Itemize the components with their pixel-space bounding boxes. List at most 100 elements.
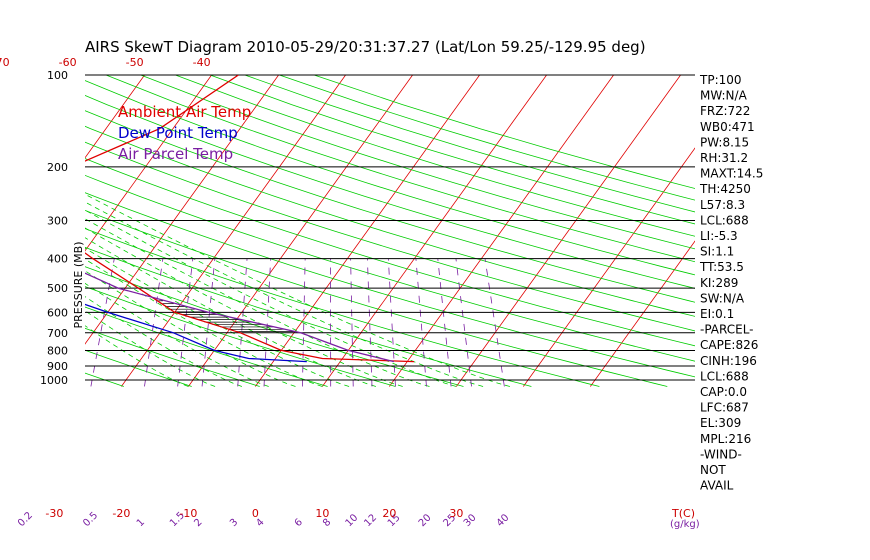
- index-entry: -WIND-: [700, 447, 742, 461]
- moist-adiabat-line: [85, 247, 350, 387]
- index-entry: CAPE:826: [700, 338, 758, 352]
- index-entry: MPL:216: [700, 432, 751, 446]
- mixing-ratio-tick-label: 12: [362, 512, 379, 529]
- dry-adiabat-line: [85, 110, 695, 303]
- dry-adiabat-line: [85, 158, 695, 347]
- moist-adiabat-line: [85, 310, 216, 387]
- isotherm-line: [85, 75, 145, 159]
- mixing-ratio-line: [455, 258, 472, 387]
- index-entry: RH:31.2: [700, 151, 748, 165]
- bottom-temp-tick-label: -20: [112, 507, 130, 520]
- pressure-tick-label: 1000: [40, 374, 68, 387]
- index-entry: FRZ:722: [700, 104, 750, 118]
- dry-adiabat-line: [140, 75, 695, 250]
- dry-adiabat-line: [85, 192, 695, 378]
- index-entry: WB0:471: [700, 120, 755, 134]
- dry-adiabat-line: [175, 75, 695, 237]
- index-entry: EL:309: [700, 416, 741, 430]
- moist-adiabat-line: [85, 296, 243, 387]
- legend-entry-ambient: Ambient Air Temp: [118, 103, 251, 121]
- pressure-tick-label: 400: [47, 253, 68, 266]
- pressure-tick-label: 300: [47, 215, 68, 228]
- bottom-temp-tick-label: -10: [179, 507, 197, 520]
- isotherm-line: [456, 75, 681, 387]
- pressure-tick-label: 900: [47, 360, 68, 373]
- index-entry: LFC:687: [700, 401, 749, 415]
- legend: Ambient Air Temp Dew Point Temp Air Parc…: [118, 103, 251, 163]
- isotherm-line: [121, 75, 346, 387]
- top-temp-tick-label: -50: [126, 56, 144, 69]
- top-temp-tick-label: -60: [59, 56, 77, 69]
- isotherm-line: [590, 240, 695, 387]
- index-entry: KI:289: [700, 276, 738, 290]
- index-entry: SW:N/A: [700, 291, 745, 305]
- ambient-air-temp-line: [85, 75, 415, 363]
- mixing-ratio-tick-label: 3: [228, 517, 240, 529]
- mixing-ratio-tick-label: 20: [417, 512, 434, 529]
- bottom-temp-tick-label: 10: [315, 507, 329, 520]
- mixing-ratio-line: [177, 258, 194, 387]
- mixing-ratio-line: [263, 258, 272, 387]
- mixing-ratio-tick-label: 1: [135, 517, 147, 529]
- isotherm-line: [188, 75, 413, 387]
- mixing-ratio-line: [437, 258, 452, 387]
- index-entry: CINH:196: [700, 354, 757, 368]
- grid-layer: [0, 75, 695, 387]
- mixing-ratio-line: [387, 258, 396, 387]
- dry-adiabat-line: [85, 327, 260, 387]
- moist-adiabat-line: [85, 258, 323, 387]
- bottom-temp-tick-label: 0: [252, 507, 259, 520]
- air-parcel-temp-line: [85, 272, 395, 363]
- isotherm-line: [85, 75, 279, 345]
- isotherm-line: [255, 75, 480, 387]
- moist-adiabat-line: [85, 209, 457, 387]
- index-entry: LI:-5.3: [700, 229, 738, 243]
- isotherm-line: [322, 75, 547, 387]
- index-entry: L57:8.3: [700, 198, 745, 212]
- index-entry: MAXT:14.5: [700, 167, 763, 181]
- pressure-tick-label: 700: [47, 327, 68, 340]
- isotherm-line: [85, 75, 212, 252]
- pressure-tick-label: 100: [47, 69, 68, 82]
- isotherm-line: [523, 147, 695, 387]
- dry-adiabat-line: [85, 94, 695, 289]
- moist-adiabat-line: [85, 218, 430, 387]
- mixing-ratio-tick-label: 40: [495, 512, 512, 529]
- index-entry: NOT: [700, 463, 726, 477]
- index-entry: MW:N/A: [700, 89, 748, 103]
- moist-adiabat-line: [85, 325, 189, 387]
- mixing-ratio-tick-label: 30: [462, 512, 479, 529]
- index-entry: CAP:0.0: [700, 385, 747, 399]
- dry-adiabat-line: [85, 141, 695, 332]
- dry-adiabat-line: [105, 75, 695, 263]
- mixing-ratio-tick-label: 0.2: [16, 510, 35, 529]
- moist-adiabat-line: [85, 227, 403, 387]
- moist-adiabat-line: [85, 193, 511, 387]
- series-layer: [85, 75, 415, 363]
- index-entry: LCL:688: [700, 213, 749, 227]
- isobar-layer: [85, 74, 695, 381]
- y-axis-label: PRESSURE (MB): [72, 242, 85, 329]
- mixing-ratio-tick-label: 10: [344, 512, 361, 529]
- dry-adiabat-line: [85, 306, 328, 387]
- dry-adiabat-line: [0, 75, 56, 387]
- mixing-ratio-unit-label: (g/kg): [670, 519, 700, 530]
- dry-adiabat-line: [85, 174, 695, 362]
- isotherm-line: [0, 75, 11, 386]
- chart-title: AIRS SkewT Diagram 2010-05-29/20:31:37.2…: [85, 38, 646, 56]
- temp-unit-label: T(C): [671, 507, 695, 520]
- pressure-tick-label: 200: [47, 161, 68, 174]
- index-entry: PW:8.15: [700, 135, 749, 149]
- index-entry: TP:100: [699, 73, 742, 87]
- legend-entry-dewpoint: Dew Point Temp: [118, 124, 238, 142]
- bottom-temp-tick-label: -30: [45, 507, 63, 520]
- mixing-ratio-tick-label: 0.5: [81, 510, 100, 529]
- dry-adiabat-line: [85, 228, 600, 387]
- mixing-ratio-tick-label: 6: [293, 517, 305, 529]
- dry-adiabat-line: [85, 209, 668, 387]
- dry-adiabat-line: [313, 75, 695, 189]
- legend-entry-parcel: Air Parcel Temp: [118, 145, 233, 163]
- index-entry: LCL:688: [700, 369, 749, 383]
